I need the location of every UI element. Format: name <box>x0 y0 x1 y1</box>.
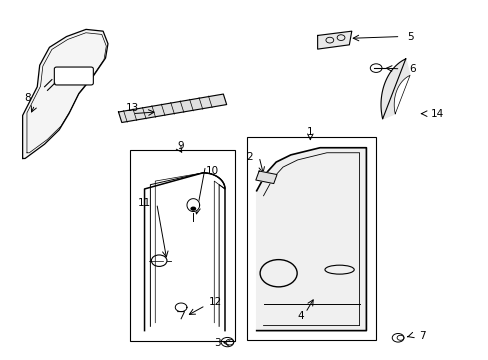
Text: 7: 7 <box>418 331 425 341</box>
Text: 5: 5 <box>406 32 413 41</box>
Polygon shape <box>256 148 366 330</box>
Polygon shape <box>255 171 277 184</box>
Polygon shape <box>118 94 226 122</box>
Bar <box>246 137 375 339</box>
Text: 3: 3 <box>214 338 221 348</box>
Text: 6: 6 <box>408 64 415 74</box>
Text: 2: 2 <box>245 152 252 162</box>
Text: 12: 12 <box>208 297 222 307</box>
FancyBboxPatch shape <box>54 67 93 85</box>
Polygon shape <box>175 303 186 312</box>
Text: 13: 13 <box>125 103 139 113</box>
Bar <box>130 149 234 341</box>
Text: 9: 9 <box>178 141 184 151</box>
Text: 1: 1 <box>306 127 313 136</box>
Text: 4: 4 <box>297 311 303 321</box>
Text: 14: 14 <box>429 109 443 119</box>
Text: 10: 10 <box>206 166 219 176</box>
Polygon shape <box>186 199 199 212</box>
Polygon shape <box>317 31 351 49</box>
Polygon shape <box>22 30 108 158</box>
Circle shape <box>190 207 196 211</box>
Text: 11: 11 <box>138 198 151 208</box>
Text: 8: 8 <box>24 93 31 103</box>
Polygon shape <box>380 59 409 119</box>
